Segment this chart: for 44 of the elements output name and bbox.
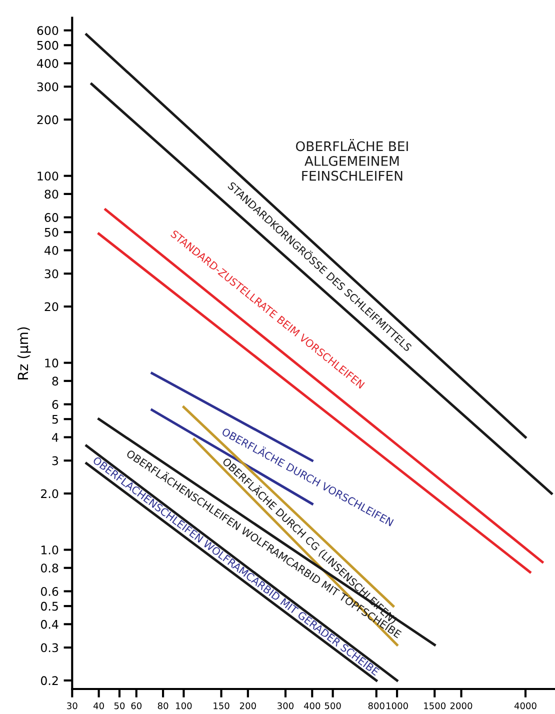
y-tick-label: 0.5 [40,602,58,611]
y-axis-title: Rz (µm) [17,327,31,380]
y-tick-label: 20 [44,302,58,312]
x-tick-label: 1500 [424,702,446,710]
y-tick-label: 3 [52,456,58,466]
y-tick-label: 60 [44,213,58,222]
x-tick-label: 2000 [450,702,472,710]
x-tick-label: 150 [214,702,230,710]
x-tick-label: 50 [114,702,125,710]
x-tick-label: 30 [67,702,78,710]
x-tick-label: 400 [304,702,320,710]
y-tick-label: 8 [52,376,58,386]
y-tick-label: 2.0 [41,489,58,498]
x-tick-label: 40 [94,702,104,710]
y-tick-label: 0.2 [40,676,58,686]
y-tick-label: 4 [52,433,58,442]
y-tick-label: 50 [44,228,58,237]
x-tick-label: 800 [368,702,384,710]
x-tick-label: 500 [324,702,341,710]
y-tick-label: 0.3 [40,643,58,652]
x-tick-label: 100 [176,702,192,710]
y-tick-label: 40 [44,246,58,255]
y-tick-label: 6 [52,400,58,409]
x-tick-label: 80 [158,702,168,710]
y-tick-label: 300 [37,82,58,92]
y-tick-label: 500 [37,40,58,50]
y-tick-label: 80 [44,190,58,199]
y-tick-label: 5 [52,414,58,424]
y-tick-label: 600 [37,26,58,36]
y-tick-label: 400 [37,59,58,68]
y-tick-label: 0.6 [40,586,58,596]
y-tick-label: 200 [37,115,58,124]
x-tick-label: 4000 [514,702,536,710]
x-tick-label: 1000 [386,702,408,710]
x-tick-label: 300 [278,702,294,710]
y-tick-label: 100 [38,172,58,181]
y-tick-label: 0.8 [40,564,58,573]
x-tick-label: 200 [240,702,256,710]
x-tick-label: 60 [131,702,142,710]
y-tick-label: 30 [44,269,58,278]
y-tick-label: 0.4 [40,620,58,629]
y-tick-label: 10 [45,358,58,368]
y-tick-label: 1.0 [41,546,58,554]
annotation: OBERFLÄCHE BEI ALLGEMEINEM FEINSCHLEIFEN [296,138,408,181]
